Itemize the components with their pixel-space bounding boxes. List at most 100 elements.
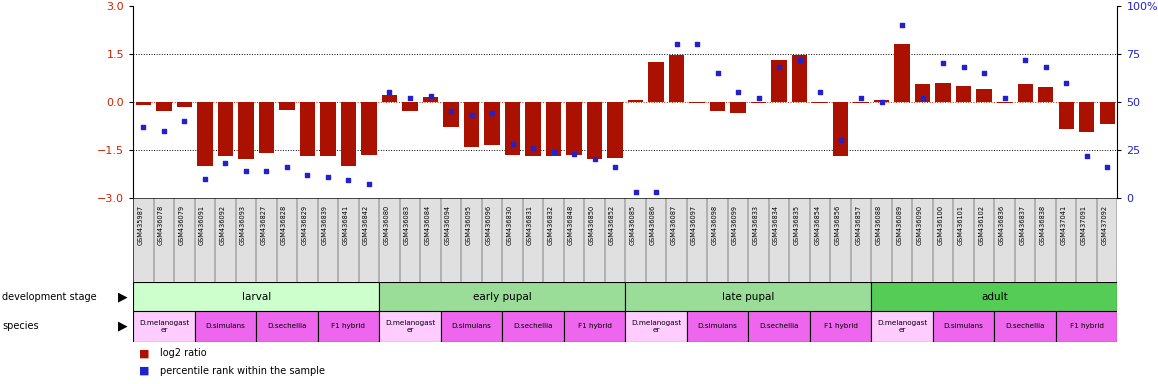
Bar	[933, 311, 995, 342]
Text: development stage: development stage	[2, 291, 97, 302]
Bar	[133, 282, 380, 311]
Text: GSM436093: GSM436093	[240, 205, 245, 245]
Point	[565, 151, 584, 157]
Point	[318, 174, 337, 180]
Bar	[669, 55, 684, 102]
Point	[914, 95, 932, 101]
Bar	[1056, 311, 1117, 342]
Text: GSM436835: GSM436835	[793, 205, 800, 245]
Bar	[402, 102, 418, 111]
Text: GSM436831: GSM436831	[527, 205, 533, 245]
Bar	[239, 102, 254, 159]
Text: log2 ratio: log2 ratio	[160, 348, 206, 358]
Bar	[361, 102, 376, 155]
Point	[483, 110, 501, 116]
Point	[278, 164, 296, 170]
Bar	[464, 102, 479, 147]
Text: GSM436839: GSM436839	[322, 205, 328, 245]
Point	[975, 70, 994, 76]
Point	[585, 156, 603, 162]
Text: GSM436100: GSM436100	[937, 205, 943, 245]
Point	[299, 172, 317, 178]
Point	[1098, 164, 1116, 170]
Bar	[382, 95, 397, 102]
Text: GSM436083: GSM436083	[404, 205, 410, 245]
Text: D.simulans: D.simulans	[697, 323, 738, 329]
Point	[217, 160, 235, 166]
Text: D.simulans: D.simulans	[944, 323, 983, 329]
Point	[647, 189, 666, 195]
Point	[954, 64, 973, 70]
Bar	[423, 97, 438, 102]
Text: GSM436828: GSM436828	[281, 205, 287, 245]
Point	[236, 168, 255, 174]
Text: GSM436830: GSM436830	[506, 205, 513, 245]
Bar	[380, 311, 441, 342]
Point	[1016, 56, 1034, 63]
Bar	[380, 282, 625, 311]
Bar	[133, 311, 195, 342]
Text: ■: ■	[139, 348, 149, 358]
Bar	[197, 102, 213, 166]
Bar	[731, 102, 746, 113]
Bar	[750, 102, 767, 103]
Text: D.melanogast
er: D.melanogast er	[877, 320, 928, 333]
Text: GSM436102: GSM436102	[979, 205, 984, 245]
Point	[196, 175, 214, 182]
Text: GSM436856: GSM436856	[835, 205, 841, 245]
Bar	[687, 311, 748, 342]
Text: GSM436079: GSM436079	[178, 205, 184, 245]
Text: adult: adult	[981, 291, 1007, 302]
Point	[1057, 79, 1076, 86]
Text: GSM436096: GSM436096	[486, 205, 492, 245]
Bar	[321, 102, 336, 156]
Bar	[625, 282, 871, 311]
Bar	[871, 282, 1117, 311]
Point	[134, 124, 153, 130]
Point	[770, 64, 789, 70]
Point	[606, 164, 624, 170]
Bar	[833, 102, 849, 156]
Text: GSM437041: GSM437041	[1061, 205, 1067, 245]
Bar	[915, 84, 930, 102]
Bar	[156, 102, 171, 111]
Bar	[1018, 84, 1033, 102]
Bar	[1100, 102, 1115, 124]
Bar	[809, 311, 871, 342]
Point	[852, 95, 871, 101]
Text: ▶: ▶	[118, 290, 127, 303]
Text: GSM436832: GSM436832	[548, 205, 554, 245]
Bar	[441, 311, 503, 342]
Point	[422, 93, 440, 99]
Bar	[526, 102, 541, 156]
Text: GSM436098: GSM436098	[712, 205, 718, 245]
Bar	[279, 102, 294, 110]
Text: F1 hybrid: F1 hybrid	[1070, 323, 1104, 329]
Text: GSM436086: GSM436086	[650, 205, 657, 245]
Text: D.sechellia: D.sechellia	[760, 323, 799, 329]
Point	[709, 70, 727, 76]
Bar	[1038, 88, 1054, 102]
Point	[523, 145, 542, 151]
Point	[933, 60, 952, 66]
Point	[257, 168, 276, 174]
Text: GSM436827: GSM436827	[261, 205, 266, 245]
Bar	[300, 102, 315, 156]
Point	[872, 99, 891, 105]
Text: GSM436092: GSM436092	[220, 205, 226, 245]
Bar	[748, 311, 809, 342]
Text: species: species	[2, 321, 39, 331]
Bar	[218, 102, 233, 156]
Point	[893, 22, 911, 28]
Text: early pupal: early pupal	[472, 291, 532, 302]
Text: GSM437091: GSM437091	[1080, 205, 1086, 245]
Point	[688, 41, 706, 47]
Text: GSM436842: GSM436842	[362, 205, 369, 245]
Bar	[444, 102, 459, 127]
Point	[667, 41, 686, 47]
Point	[996, 95, 1014, 101]
Point	[1077, 152, 1095, 159]
Point	[401, 95, 419, 101]
Text: GSM436101: GSM436101	[958, 205, 963, 245]
Text: GSM436841: GSM436841	[343, 205, 349, 245]
